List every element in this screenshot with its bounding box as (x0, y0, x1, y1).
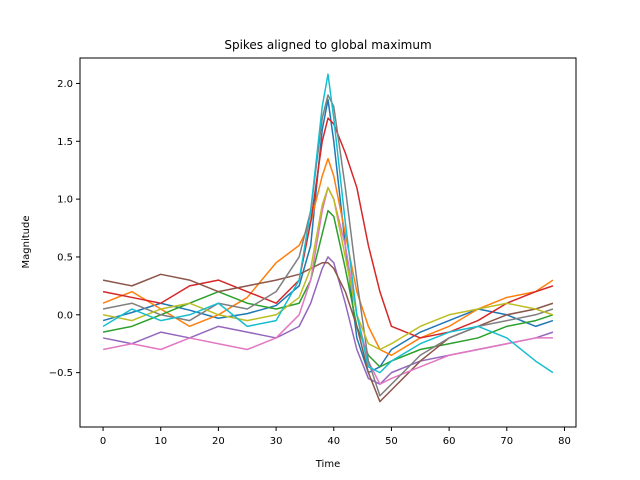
x-tick-label: 30 (270, 436, 283, 447)
y-tick-label: 1.0 (57, 195, 73, 206)
series-line-8 (102, 94, 554, 397)
series-line-3 (102, 209, 554, 368)
x-tick-label: 70 (500, 436, 513, 447)
axes-layer: 0 10 20 30 40 50 60 70 80 −0.5 0.0 0.5 1.0 1.5 2.0 (49, 79, 571, 447)
series-line-9 (102, 186, 554, 351)
y-tick-label: 2.0 (57, 79, 73, 90)
y-tick-label: 1.5 (57, 137, 73, 148)
y-tick-label: 0.5 (57, 252, 73, 263)
x-tick-label: 80 (558, 436, 571, 447)
x-tick-label: 20 (212, 436, 225, 447)
y-tick-label: −0.5 (49, 368, 73, 379)
y-tick-label: 0.0 (57, 310, 73, 321)
x-tick-label: 10 (154, 436, 167, 447)
plot-frame (79, 57, 577, 428)
x-tick-label: 60 (443, 436, 456, 447)
x-axis-label: Time (315, 459, 340, 470)
chart-title: Spikes aligned to global maximum (224, 38, 431, 52)
series-line-1 (102, 98, 554, 374)
y-axis-label: Magnitude (21, 216, 32, 269)
series-line-2 (102, 157, 554, 357)
series-line-10 (102, 73, 554, 374)
x-tick-label: 40 (327, 436, 340, 447)
series-layer (102, 73, 554, 403)
x-tick-label: 0 (100, 436, 106, 447)
x-tick-label: 50 (385, 436, 398, 447)
